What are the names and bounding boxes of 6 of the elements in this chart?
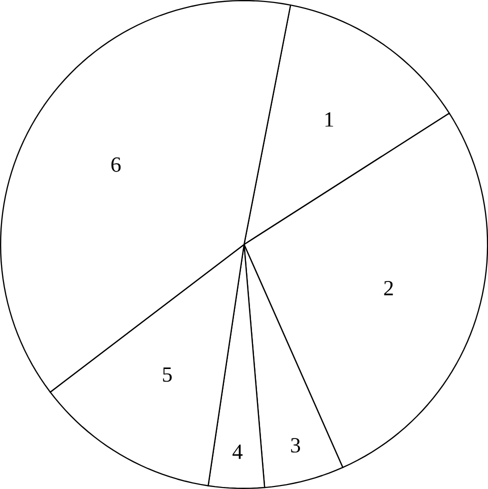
slice-label: 4 (232, 444, 242, 459)
slice-label: 5 (162, 367, 172, 382)
slice-label: 2 (384, 280, 393, 296)
slice-label: 6 (111, 157, 121, 172)
slice-label: 3 (291, 438, 300, 453)
slice-label: 1 (325, 112, 334, 127)
